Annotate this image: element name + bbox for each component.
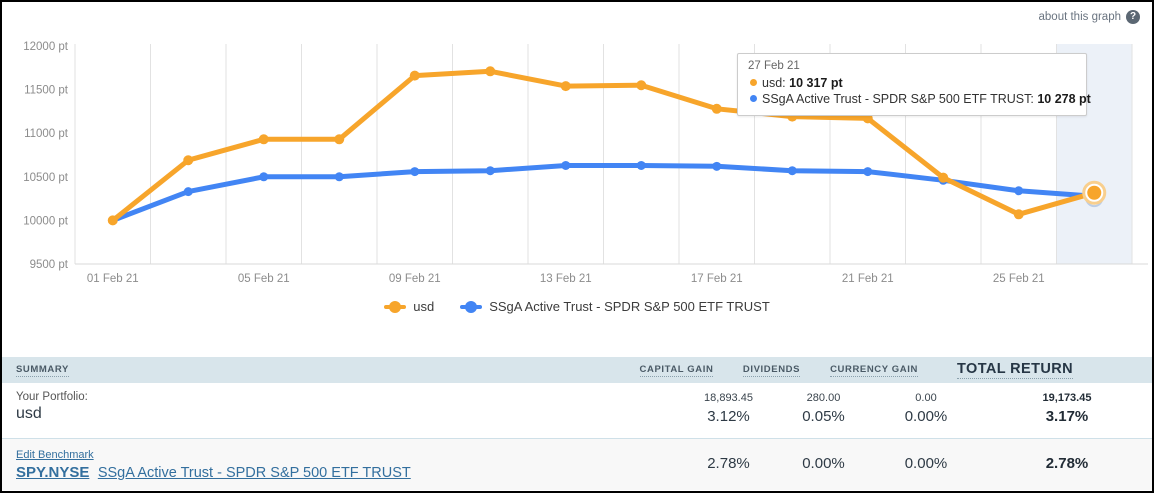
benchmark-capital-gain: 2.78% xyxy=(680,453,777,475)
benchmark-label: Edit Benchmark SPY.NYSE SSgA Active Trus… xyxy=(16,445,680,482)
x-axis-tick-label: 13 Feb 21 xyxy=(540,273,592,285)
tooltip-item-usd: usd: 10 317 pt xyxy=(748,75,1076,91)
total-return-amount: 19,173.45 xyxy=(1042,392,1092,404)
legend-item-benchmark[interactable]: SSgA Active Trust - SPDR S&P 500 ETF TRU… xyxy=(460,299,770,314)
tooltip-benchmark-label: SSgA Active Trust - SPDR S&P 500 ETF TRU… xyxy=(762,92,1034,106)
data-point-usd[interactable] xyxy=(938,172,949,183)
summary-header-label[interactable]: SUMMARY xyxy=(16,363,69,377)
portfolio-capital-gain: 18,893.45 3.12% xyxy=(680,391,777,428)
total-return-header[interactable]: TOTAL RETURN xyxy=(957,361,1073,379)
total-return-percent: 3.17% xyxy=(1045,408,1089,425)
data-point-benchmark[interactable] xyxy=(561,160,571,170)
your-portfolio-label: Your Portfolio: xyxy=(16,391,88,403)
help-icon[interactable]: ? xyxy=(1126,10,1140,24)
data-point-usd[interactable] xyxy=(560,81,571,92)
legend-usd-label: usd xyxy=(413,299,435,314)
y-axis-tick-label: 11500 pt xyxy=(24,85,69,97)
data-point-usd[interactable] xyxy=(1013,209,1024,220)
data-point-benchmark[interactable] xyxy=(712,161,722,171)
summary-table-header: SUMMARY CAPITAL GAIN DIVIDENDS CURRENCY … xyxy=(2,357,1152,383)
benchmark-dividends-percent: 0.00% xyxy=(802,454,845,472)
edit-benchmark-link[interactable]: Edit Benchmark xyxy=(16,449,94,461)
dividends-header[interactable]: DIVIDENDS xyxy=(742,363,801,377)
legend-item-usd[interactable]: usd xyxy=(384,299,434,314)
benchmark-currency-gain: 0.00% xyxy=(870,453,982,475)
benchmark-currency-gain-percent: 0.00% xyxy=(904,454,948,472)
benchmark-row: Edit Benchmark SPY.NYSE SSgA Active Trus… xyxy=(2,439,1152,490)
portfolio-total-return: 19,173.45 3.17% xyxy=(982,391,1152,428)
x-axis-tick-label: 01 Feb 21 xyxy=(87,273,139,285)
portfolio-dividends: 280.00 0.05% xyxy=(777,391,870,428)
benchmark-bullet-icon xyxy=(750,95,757,102)
about-this-graph-label: about this graph xyxy=(1038,11,1121,23)
usd-series-marker-icon xyxy=(384,300,407,313)
x-axis-tick-label: 05 Feb 21 xyxy=(238,273,290,285)
dividends-percent: 0.05% xyxy=(802,408,845,425)
usd-highlighted-point[interactable] xyxy=(1087,185,1102,200)
x-axis-tick-label: 09 Feb 21 xyxy=(389,273,441,285)
data-point-benchmark[interactable] xyxy=(334,172,344,182)
benchmark-capital-gain-percent: 2.78% xyxy=(707,454,750,472)
capital-gain-header[interactable]: CAPITAL GAIN xyxy=(639,363,714,377)
summary-table: SUMMARY CAPITAL GAIN DIVIDENDS CURRENCY … xyxy=(2,357,1152,490)
portfolio-currency-gain: 0.00 0.00% xyxy=(870,391,982,428)
benchmark-dividends: 0.00% xyxy=(777,453,870,475)
portfolio-currency-label: usd xyxy=(16,405,42,422)
series-line-usd xyxy=(110,68,1097,223)
series-line-benchmark xyxy=(110,163,1097,223)
x-axis-tick-label: 25 Feb 21 xyxy=(993,273,1045,285)
benchmark-total-return-percent: 2.78% xyxy=(1045,454,1089,472)
y-axis-tick-label: 12000 pt xyxy=(23,41,69,53)
tooltip-usd-value: 10 317 pt xyxy=(789,76,843,90)
capital-gain-percent: 3.12% xyxy=(707,408,750,425)
benchmark-series-marker-icon xyxy=(460,300,483,313)
chart-legend: usd SSgA Active Trust - SPDR S&P 500 ETF… xyxy=(2,299,1152,314)
currency-gain-header[interactable]: CURRENCY GAIN xyxy=(830,363,918,377)
performance-chart: 12000 pt 11500 pt 11000 pt 10500 pt 10000 pt… xyxy=(2,2,1152,332)
legend-benchmark-label: SSgA Active Trust - SPDR S&P 500 ETF TRU… xyxy=(489,299,770,314)
dividends-amount: 280.00 xyxy=(806,392,841,404)
currency-gain-percent: 0.00% xyxy=(904,408,948,425)
data-point-benchmark[interactable] xyxy=(259,172,269,182)
y-axis-tick-label: 9500 pt xyxy=(30,259,69,271)
y-axis-tick-label: 10000 pt xyxy=(23,215,69,227)
about-this-graph-link[interactable]: about this graph ? xyxy=(1039,10,1140,24)
portfolio-row: Your Portfolio: usd 18,893.45 3.12% 280.… xyxy=(2,383,1152,439)
data-point-usd[interactable] xyxy=(258,134,269,145)
tooltip-date: 27 Feb 21 xyxy=(748,60,800,72)
data-point-usd[interactable] xyxy=(334,134,345,145)
portfolio-label: Your Portfolio: usd xyxy=(2,391,680,428)
tooltip-item-benchmark: SSgA Active Trust - SPDR S&P 500 ETF TRU… xyxy=(748,91,1091,107)
usd-bullet-icon xyxy=(750,79,757,86)
currency-gain-amount: 0.00 xyxy=(915,392,937,404)
benchmark-ticker-link[interactable]: SPY.NYSE xyxy=(16,464,90,481)
data-point-benchmark[interactable] xyxy=(636,160,646,170)
capital-gain-amount: 18,893.45 xyxy=(704,392,753,404)
data-point-usd[interactable] xyxy=(636,80,647,91)
chart-tooltip: 27 Feb 21 usd: 10 317 pt SSgA Active Tru… xyxy=(737,53,1091,116)
data-point-usd[interactable] xyxy=(711,103,722,114)
chart-canvas[interactable]: 12000 pt 11500 pt 11000 pt 10500 pt 10000 pt… xyxy=(2,2,1152,294)
data-point-usd[interactable] xyxy=(409,70,420,81)
data-point-benchmark[interactable] xyxy=(485,166,495,176)
y-axis-tick-label: 10500 pt xyxy=(23,172,69,184)
data-point-benchmark[interactable] xyxy=(410,167,420,177)
benchmark-total-return: 2.78% xyxy=(982,453,1152,475)
data-point-benchmark[interactable] xyxy=(183,187,193,197)
data-point-usd[interactable] xyxy=(183,155,194,166)
benchmark-name-link[interactable]: SSgA Active Trust - SPDR S&P 500 ETF TRU… xyxy=(97,465,411,481)
tooltip-benchmark-value: 10 278 pt xyxy=(1037,92,1091,106)
data-point-benchmark[interactable] xyxy=(1014,186,1024,196)
y-axis-tick-label: 11000 pt xyxy=(24,128,69,140)
data-point-benchmark[interactable] xyxy=(787,166,797,176)
x-axis-tick-label: 21 Feb 21 xyxy=(842,273,894,285)
data-point-benchmark[interactable] xyxy=(863,167,873,177)
x-axis-tick-label: 17 Feb 21 xyxy=(691,273,743,285)
data-point-usd[interactable] xyxy=(107,215,118,226)
tooltip-usd-label: usd: xyxy=(762,76,786,90)
data-point-usd[interactable] xyxy=(485,66,496,77)
